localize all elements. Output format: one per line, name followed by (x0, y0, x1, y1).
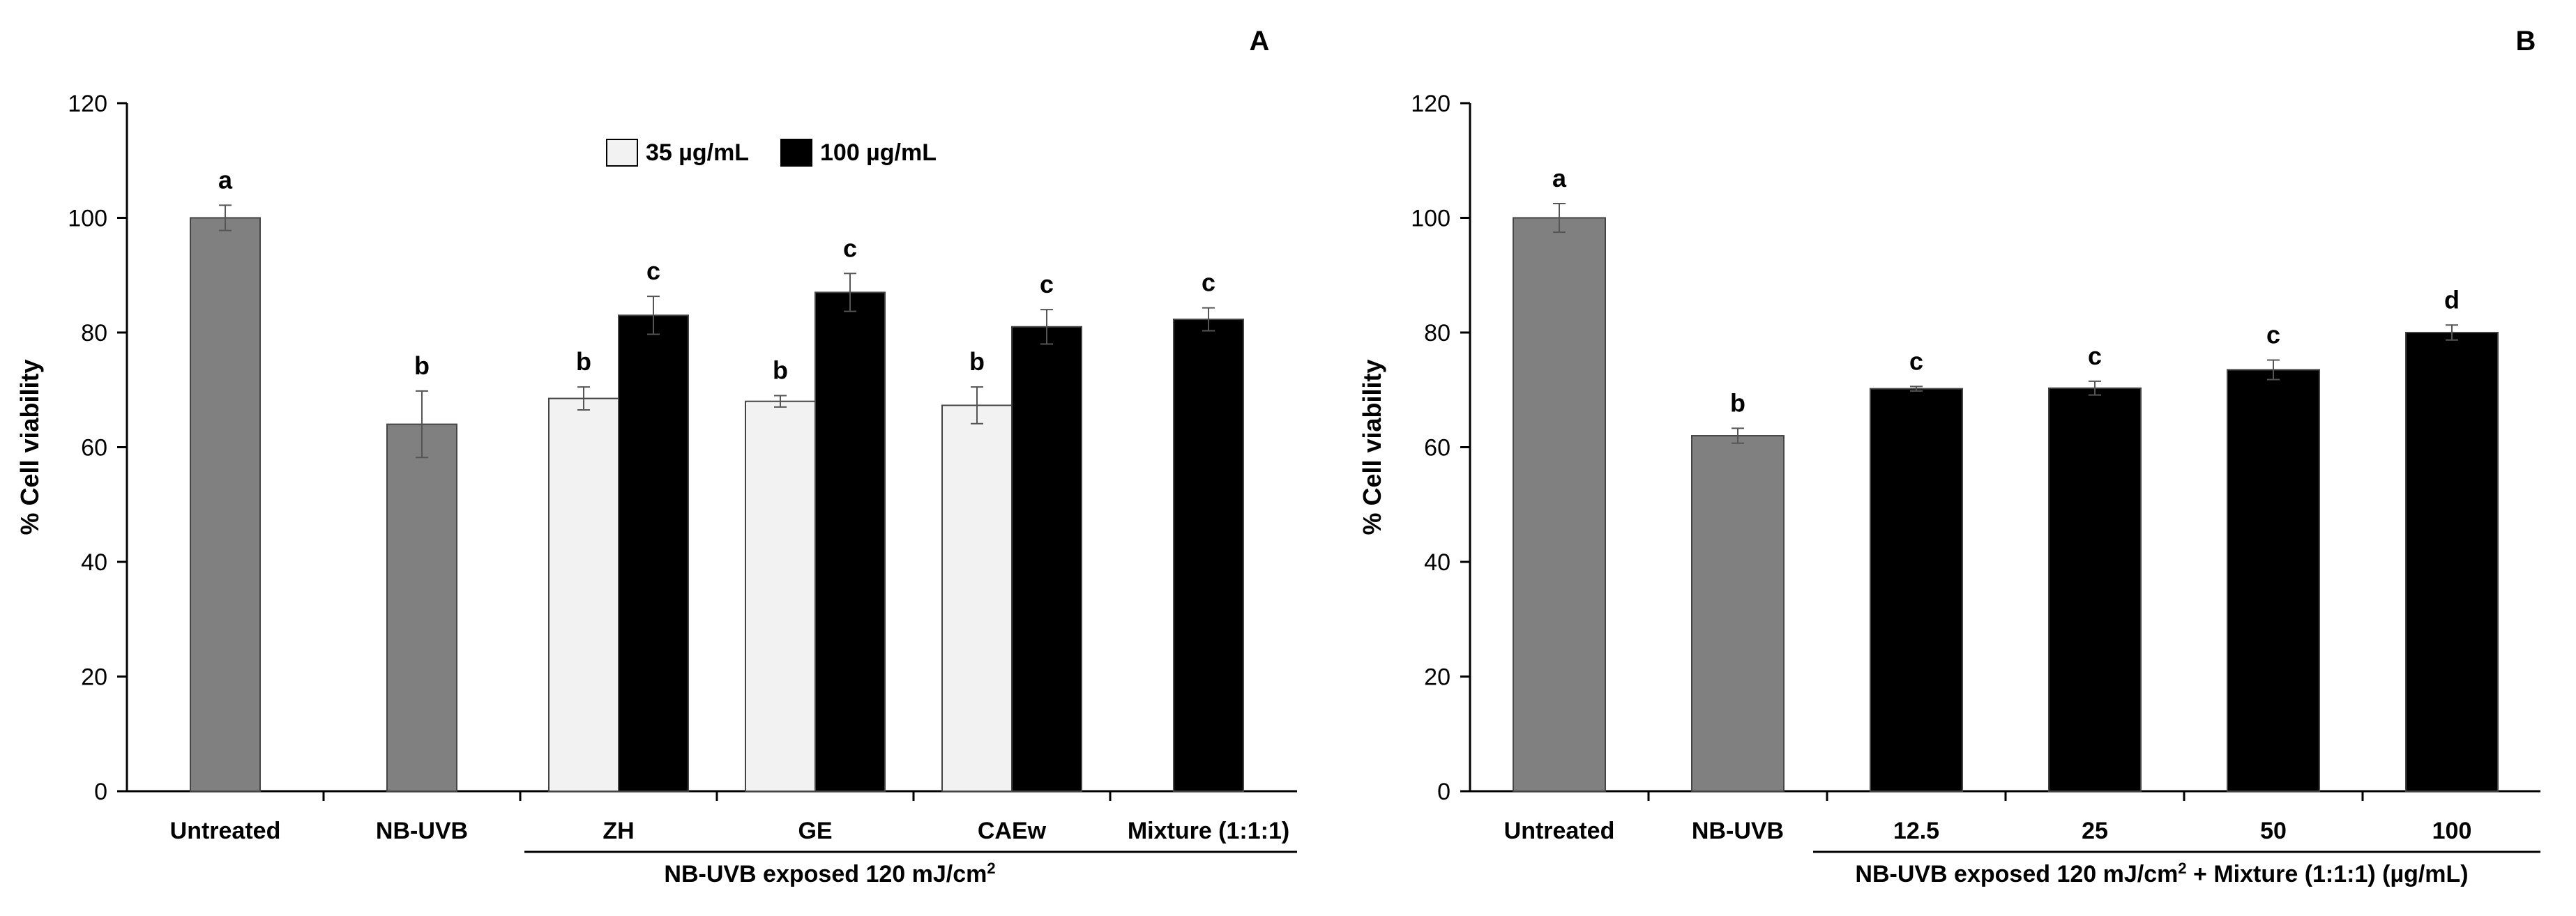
x-tick-label: 100 (2432, 818, 2472, 844)
bar-nb-uvb (1691, 435, 1785, 792)
group-label-superscript: 2 (987, 860, 995, 877)
significance-letter: d (2444, 285, 2460, 314)
legend-swatch-light (606, 139, 638, 167)
y-tick-label: 60 (1424, 435, 1450, 461)
group-label-suffix: + Mixture (1:1:1) (µg/mL) (2187, 861, 2469, 887)
bar-untreated (1513, 217, 1606, 792)
significance-letter: a (218, 165, 233, 194)
bar-100 (2405, 332, 2499, 792)
bar-50 (2227, 369, 2320, 792)
bar-zh-left (548, 397, 619, 792)
x-tick-label: GE (798, 818, 832, 844)
bar-caew-right (1011, 326, 1082, 792)
x-tick-label: 12.5 (1893, 818, 1939, 844)
panel-label: B (2516, 26, 2536, 56)
significance-letter: c (1202, 268, 1215, 297)
bar-zh-right (618, 314, 689, 792)
significance-letter: c (2088, 342, 2102, 370)
bar-mixture-1-1-1- (1173, 319, 1244, 792)
bar-12-5 (1870, 388, 1963, 792)
chart-panel-a: 0 20 40 60 80 100 120 Untreated NB-UVB ZH GE CAEw Mi… (15, 26, 1297, 887)
significance-letter: b (1730, 388, 1745, 417)
significance-letter: c (1040, 270, 1054, 298)
y-tick-label: 80 (1424, 320, 1450, 346)
y-tick-label: 40 (1424, 549, 1450, 576)
significance-letter: b (773, 356, 788, 384)
significance-letter: b (414, 351, 430, 380)
significance-letter: c (1909, 346, 1923, 375)
bar-nb-uvb (386, 423, 457, 792)
y-tick-label: 60 (81, 435, 107, 461)
y-tick-label: 120 (68, 91, 107, 117)
y-tick-label: 20 (1424, 664, 1450, 691)
bar-caew-left (941, 404, 1013, 792)
y-tick-label: 100 (68, 206, 107, 232)
panel-label: A (1250, 26, 1270, 56)
x-tick-label: 25 (2082, 818, 2108, 844)
legend-label: 35 µg/mL (646, 139, 749, 166)
significance-letter: a (1552, 164, 1567, 192)
group-label-text: NB-UVB exposed 120 mJ/cm (1855, 861, 2178, 887)
y-tick-label: 20 (81, 664, 107, 691)
y-axis-label: % Cell viability (15, 359, 44, 535)
bar-untreated (190, 217, 261, 792)
group-label: NB-UVB exposed 120 mJ/cm2 + Mixture (1:1… (1855, 860, 2468, 888)
x-tick-label: Mixture (1:1:1) (1128, 818, 1289, 844)
significance-letter: c (843, 234, 857, 262)
group-label-text: NB-UVB exposed 120 mJ/cm (664, 861, 987, 887)
y-tick-label: 0 (94, 779, 107, 805)
legend-swatch-dark (780, 139, 812, 167)
x-tick-label: 50 (2260, 818, 2287, 844)
y-tick-label: 80 (81, 320, 107, 346)
x-tick-label: NB-UVB (376, 818, 468, 844)
group-label-superscript: 2 (2178, 860, 2186, 877)
x-tick-label: CAEw (978, 818, 1047, 844)
x-tick-label: ZH (603, 818, 634, 844)
bar-25 (2048, 387, 2142, 792)
significance-letter: c (2266, 320, 2280, 349)
group-label: NB-UVB exposed 120 mJ/cm2 (664, 860, 995, 888)
legend: 35 µg/mL 100 µg/mL (606, 139, 937, 167)
x-tick-label: Untreated (170, 818, 281, 844)
x-tick-label: Untreated (1504, 818, 1615, 844)
bar-ge-left (745, 400, 816, 792)
y-tick-label: 40 (81, 549, 107, 576)
significance-letter: b (576, 347, 591, 376)
significance-letter: b (969, 347, 985, 376)
y-tick-label: 100 (1411, 206, 1450, 232)
y-tick-label: 0 (1437, 779, 1450, 805)
chart-panel-b: 0 20 40 60 80 100 120 Untreated NB-UVB 12.5 25 50 10… (1358, 26, 2540, 887)
significance-letter: c (646, 257, 660, 285)
y-axis-label: % Cell viability (1358, 359, 1386, 535)
y-tick-label: 120 (1411, 91, 1450, 117)
legend-label: 100 µg/mL (820, 139, 937, 166)
bar-ge-right (815, 291, 886, 792)
x-tick-label: NB-UVB (1692, 818, 1784, 844)
